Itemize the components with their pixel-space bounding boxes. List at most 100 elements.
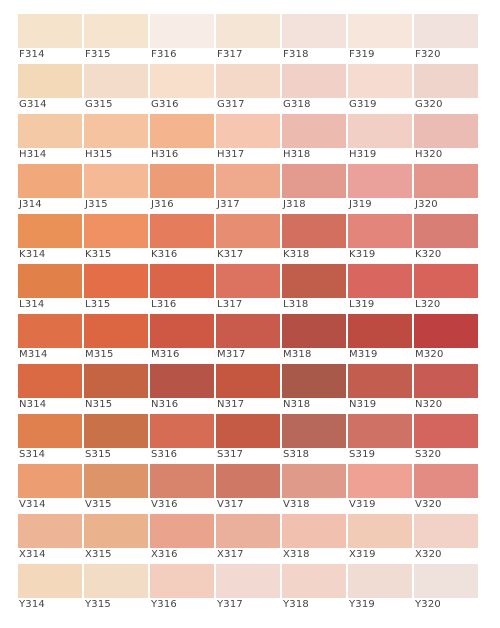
swatch-cell: Y318	[282, 564, 346, 614]
swatch-cell: X318	[282, 514, 346, 564]
swatch-code-label: X317	[217, 549, 244, 560]
color-swatch	[414, 14, 478, 48]
color-swatch	[282, 14, 346, 48]
color-swatch	[282, 114, 346, 148]
color-swatch	[18, 64, 82, 98]
swatch-code-label: N316	[151, 399, 179, 410]
swatch-code-label: M314	[19, 349, 48, 360]
color-swatch	[18, 514, 82, 548]
color-swatch	[18, 214, 82, 248]
color-swatch	[348, 564, 412, 598]
color-swatch	[216, 114, 280, 148]
swatch-code-label: H315	[85, 149, 113, 160]
swatch-cell: G317	[216, 64, 280, 114]
swatch-code-label: K318	[283, 249, 310, 260]
color-swatch	[348, 164, 412, 198]
color-swatch	[84, 564, 148, 598]
swatch-code-label: H314	[19, 149, 47, 160]
swatch-cell: N315	[84, 364, 148, 414]
swatch-cell: S318	[282, 414, 346, 464]
color-swatch	[282, 514, 346, 548]
swatch-code-label: M319	[349, 349, 378, 360]
swatch-cell: H319	[348, 114, 412, 164]
swatch-code-label: J315	[85, 199, 108, 210]
swatch-code-label: V316	[151, 499, 178, 510]
swatch-cell: Y315	[84, 564, 148, 614]
swatch-cell: Y314	[18, 564, 82, 614]
swatch-cell: F316	[150, 14, 214, 64]
swatch-code-label: K315	[85, 249, 112, 260]
swatch-cell: L314	[18, 264, 82, 314]
swatch-cell: J320	[414, 164, 478, 214]
swatch-code-label: G319	[349, 99, 377, 110]
swatch-cell: K319	[348, 214, 412, 264]
color-swatch	[282, 464, 346, 498]
swatch-code-label: H319	[349, 149, 377, 160]
swatch-cell: K315	[84, 214, 148, 264]
swatch-cell: Y317	[216, 564, 280, 614]
swatch-code-label: Y318	[283, 599, 309, 610]
swatch-code-label: F315	[85, 49, 111, 60]
color-swatch	[414, 564, 478, 598]
swatch-cell: J318	[282, 164, 346, 214]
swatch-cell: X319	[348, 514, 412, 564]
color-swatch	[216, 564, 280, 598]
swatch-cell: L320	[414, 264, 478, 314]
swatch-cell: S314	[18, 414, 82, 464]
color-swatch	[18, 414, 82, 448]
swatch-code-label: V318	[283, 499, 310, 510]
color-swatch	[216, 464, 280, 498]
color-swatch	[216, 164, 280, 198]
swatch-cell: H317	[216, 114, 280, 164]
color-swatch	[84, 364, 148, 398]
color-swatch	[18, 14, 82, 48]
swatch-cell: M316	[150, 314, 214, 364]
color-swatch	[414, 64, 478, 98]
swatch-cell: G319	[348, 64, 412, 114]
swatch-code-label: V315	[85, 499, 112, 510]
swatch-cell: L318	[282, 264, 346, 314]
swatch-code-label: Y315	[85, 599, 111, 610]
swatch-code-label: Y316	[151, 599, 177, 610]
swatch-cell: Y320	[414, 564, 478, 614]
swatch-code-label: S318	[283, 449, 310, 460]
swatch-code-label: J318	[283, 199, 306, 210]
swatch-cell: S317	[216, 414, 280, 464]
color-swatch	[348, 364, 412, 398]
color-swatch	[282, 564, 346, 598]
color-swatch	[216, 314, 280, 348]
color-swatch	[150, 364, 214, 398]
color-swatch	[282, 64, 346, 98]
swatch-code-label: N319	[349, 399, 377, 410]
swatch-code-label: L320	[415, 299, 441, 310]
swatch-code-label: V314	[19, 499, 46, 510]
swatch-cell: K317	[216, 214, 280, 264]
swatch-code-label: Y317	[217, 599, 243, 610]
swatch-cell: J319	[348, 164, 412, 214]
swatch-code-label: Y320	[415, 599, 441, 610]
color-swatch	[150, 414, 214, 448]
swatch-cell: L319	[348, 264, 412, 314]
swatch-code-label: F314	[19, 49, 45, 60]
color-swatch	[150, 264, 214, 298]
color-swatch	[150, 514, 214, 548]
swatch-cell: X317	[216, 514, 280, 564]
swatch-cell: G320	[414, 64, 478, 114]
color-swatch	[84, 314, 148, 348]
swatch-code-label: S317	[217, 449, 244, 460]
swatch-code-label: M316	[151, 349, 180, 360]
swatch-cell: Y319	[348, 564, 412, 614]
color-swatch	[150, 14, 214, 48]
color-swatch	[150, 314, 214, 348]
color-swatch	[18, 314, 82, 348]
swatch-code-label: F317	[217, 49, 243, 60]
swatch-code-label: L314	[19, 299, 45, 310]
swatch-cell: F318	[282, 14, 346, 64]
swatch-code-label: S319	[349, 449, 376, 460]
swatch-code-label: F318	[283, 49, 309, 60]
swatch-cell: F317	[216, 14, 280, 64]
swatch-code-label: K320	[415, 249, 442, 260]
color-swatch	[414, 414, 478, 448]
color-swatch	[84, 14, 148, 48]
swatch-cell: G315	[84, 64, 148, 114]
